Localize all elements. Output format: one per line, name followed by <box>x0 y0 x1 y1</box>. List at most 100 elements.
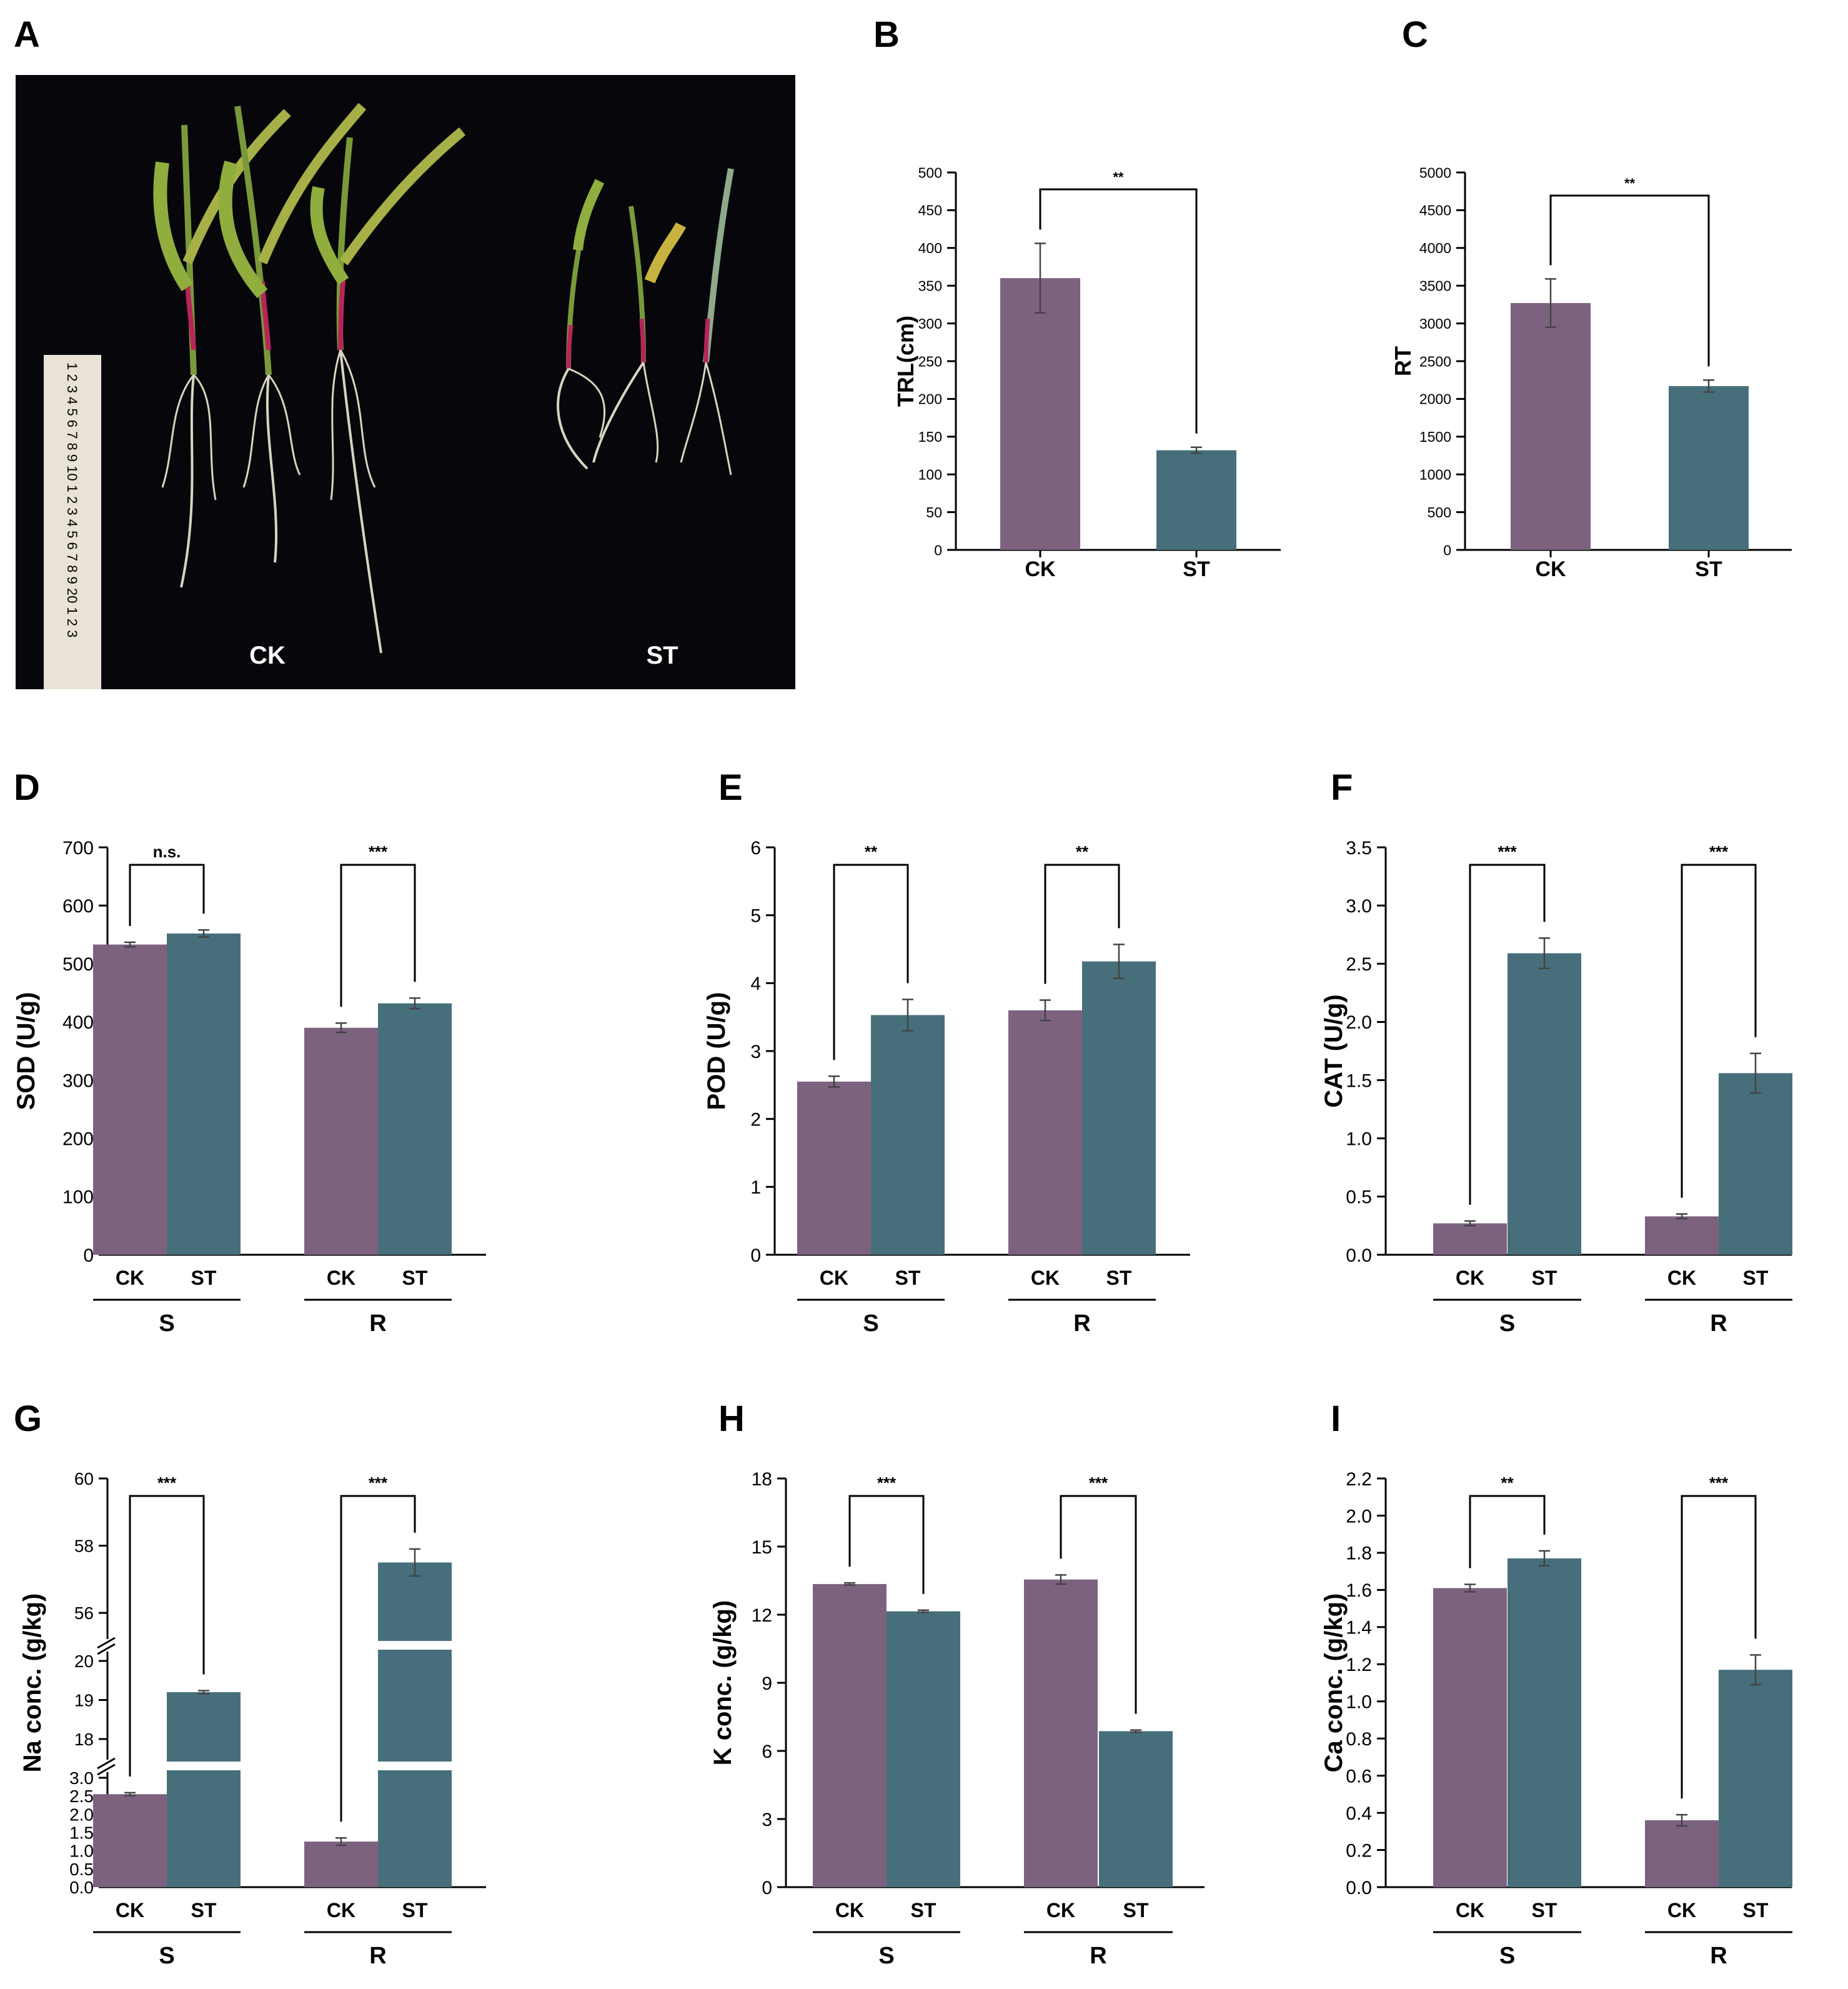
y-tick-label-h: 3 <box>762 1810 772 1830</box>
significance-label-h-r: *** <box>1089 1473 1108 1492</box>
y-tick-label-g: 58 <box>74 1537 94 1556</box>
bar-ck-s-e <box>797 1081 871 1255</box>
group-label-r-g: R <box>369 1943 386 1969</box>
y-tick-label-b: 50 <box>926 504 942 521</box>
y-tick-label-i: 0.0 <box>1346 1878 1372 1898</box>
y-tick-label-b: 350 <box>918 277 942 294</box>
y-tick-label-f: 0.0 <box>1346 1245 1372 1266</box>
y-tick-label-f: 0.5 <box>1346 1187 1372 1208</box>
significance-bracket-d-r <box>340 864 416 1007</box>
ruler <box>44 355 101 689</box>
x-tick-label-ck-r-i: CK <box>1667 1899 1696 1922</box>
y-tick-label-h: 12 <box>752 1605 772 1626</box>
y-tick-label-c: 2500 <box>1419 353 1451 369</box>
significance-bracket-d-s <box>129 864 205 926</box>
y-tick-label-g: 18 <box>74 1730 94 1749</box>
x-tick-label-ck-s-g: CK <box>116 1899 144 1922</box>
significance-bracket-g-s <box>129 1495 205 1777</box>
x-tick-label-st-s-f: ST <box>1532 1267 1557 1289</box>
group-label-s-d: S <box>159 1310 174 1337</box>
y-tick-label-h: 18 <box>752 1469 772 1490</box>
y-tick-label-g: 2.0 <box>69 1805 94 1824</box>
bar-st-r-f <box>1719 1073 1792 1255</box>
y-axis-title-d: SOD (U/g) <box>12 992 40 1110</box>
group-label-s-h: S <box>878 1943 894 1969</box>
y-tick-label-b: 0 <box>934 542 942 558</box>
group-label-r-h: R <box>1090 1943 1106 1969</box>
bar-ck-s-h <box>813 1583 887 1887</box>
bar-ck-c <box>1511 302 1591 550</box>
y-tick-label-i: 1.2 <box>1346 1655 1372 1675</box>
x-tick-label-ck-s-d: CK <box>116 1267 144 1289</box>
bar-st-s-f <box>1508 953 1581 1255</box>
panel-label-f: F <box>1331 767 1353 808</box>
y-tick-label-i: 1.8 <box>1346 1543 1372 1564</box>
y-tick-label-g: 60 <box>74 1469 94 1488</box>
y-axis-title-g: Na conc. (g/kg) <box>19 1593 46 1773</box>
bar-st-c <box>1669 386 1749 550</box>
y-tick-label-d: 100 <box>62 1187 94 1208</box>
axis-break-gap-g <box>96 1639 115 1652</box>
significance-label-d-r: *** <box>369 842 388 861</box>
y-tick-label-e: 1 <box>750 1177 761 1198</box>
axis-break-mark-g <box>97 1643 116 1655</box>
bar-st-r-i <box>1719 1670 1792 1887</box>
group-label-s-g: S <box>159 1943 174 1969</box>
photo-background <box>16 75 795 689</box>
bar-break-st-s-g <box>167 1762 241 1770</box>
significance-label-e-r: ** <box>1076 842 1089 861</box>
y-tick-label-i: 0.4 <box>1346 1803 1372 1824</box>
x-tick-label-ck-s-i: CK <box>1456 1899 1484 1922</box>
y-tick-label-h: 9 <box>762 1673 772 1694</box>
y-tick-label-d: 700 <box>62 838 94 859</box>
significance-label-c: ** <box>1624 176 1636 191</box>
bar-ck-s-g <box>93 1794 167 1887</box>
y-tick-label-b: 150 <box>918 429 942 445</box>
bar-ck-s-i <box>1433 1588 1507 1887</box>
y-tick-label-e: 0 <box>750 1245 761 1266</box>
x-tick-label-ck-r-d: CK <box>327 1267 355 1289</box>
bar-break-st-r-g <box>378 1762 452 1770</box>
y-tick-label-f: 2.0 <box>1346 1012 1372 1033</box>
bar-ck-s-d <box>93 944 167 1255</box>
y-tick-label-c: 3000 <box>1419 316 1451 332</box>
y-tick-label-g: 0.5 <box>69 1860 94 1879</box>
y-tick-label-c: 4000 <box>1419 240 1451 256</box>
y-tick-label-e: 5 <box>750 905 761 926</box>
group-label-s-f: S <box>1499 1310 1515 1337</box>
axis-break-mark-g <box>97 1763 116 1776</box>
y-tick-label-e: 4 <box>750 974 761 994</box>
y-tick-label-e: 6 <box>750 838 761 859</box>
bar-ck-r-h <box>1024 1579 1098 1887</box>
y-axis-title-c: RT <box>1390 346 1416 376</box>
significance-label-f-s: *** <box>1498 842 1517 861</box>
y-tick-label-b: 100 <box>918 466 942 482</box>
bar-st-b <box>1156 450 1236 550</box>
y-tick-label-d: 400 <box>62 1012 94 1033</box>
x-tick-label-ck-s-f: CK <box>1456 1267 1484 1289</box>
x-tick-label-st-r-i: ST <box>1743 1899 1769 1922</box>
y-tick-label-b: 250 <box>918 353 942 369</box>
y-tick-label-f: 1.0 <box>1346 1129 1372 1150</box>
x-tick-label-st-s-g: ST <box>191 1899 217 1922</box>
group-label-r-f: R <box>1710 1310 1727 1337</box>
axis-break-mark-g <box>97 1757 116 1770</box>
y-tick-label-h: 6 <box>762 1742 772 1762</box>
y-tick-label-d: 600 <box>62 896 94 917</box>
y-tick-label-c: 1500 <box>1419 429 1451 445</box>
significance-bracket-i-s <box>1469 1495 1546 1568</box>
y-tick-label-d: 0 <box>83 1245 94 1266</box>
bar-st-s-i <box>1508 1558 1581 1887</box>
significance-label-h-s: *** <box>877 1473 897 1492</box>
x-tick-label-st-r-h: ST <box>1123 1899 1149 1922</box>
y-tick-label-i: 0.2 <box>1346 1840 1372 1861</box>
significance-label-g-r: *** <box>369 1473 388 1492</box>
significance-bracket-c <box>1549 194 1710 367</box>
y-tick-label-i: 2.0 <box>1346 1506 1372 1527</box>
y-tick-label-d: 300 <box>62 1070 94 1091</box>
y-tick-label-c: 4500 <box>1419 202 1451 219</box>
significance-label-b: ** <box>1113 169 1124 185</box>
y-axis-title-e: POD (U/g) <box>703 992 730 1110</box>
y-tick-label-g: 56 <box>74 1603 94 1623</box>
